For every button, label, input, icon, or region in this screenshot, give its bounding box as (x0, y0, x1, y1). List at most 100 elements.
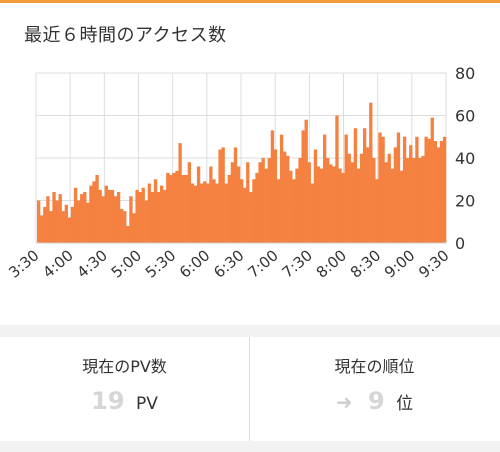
x-tick-label: 6:00 (176, 246, 213, 281)
chart-bar (338, 168, 342, 243)
chart-bar (344, 134, 348, 243)
chart-title: 最近６時間のアクセス数 (24, 25, 227, 46)
chart-bar (218, 149, 222, 243)
chart-bar (399, 170, 404, 243)
chart-bar (264, 168, 268, 243)
chart-bar (92, 181, 96, 243)
chart-bar (424, 136, 428, 243)
chart-bar (203, 181, 207, 243)
chart-bar (246, 162, 250, 243)
chart-bar (375, 179, 379, 243)
chart-bar (135, 189, 139, 243)
chart-bar (215, 183, 219, 243)
chart-bar (160, 185, 164, 243)
chart-bar (353, 128, 358, 243)
chart-bar (295, 168, 299, 243)
chart-bar (209, 166, 213, 243)
y-tick-label: 60 (455, 107, 475, 126)
x-tick-label: 5:30 (142, 246, 179, 281)
chart-bar (276, 179, 281, 243)
chart-bar (172, 172, 176, 243)
y-tick-label: 0 (455, 234, 465, 253)
chart-bar (418, 158, 422, 243)
chart-bar (123, 211, 127, 243)
chart-bar (267, 158, 271, 243)
chart-bar (163, 189, 167, 243)
chart-bar (190, 183, 195, 243)
x-tick-label: 3:30 (5, 246, 42, 281)
chart-bar (442, 136, 447, 243)
chart-bar (169, 175, 173, 243)
current-rank-value: ➜ 9 位 (250, 387, 499, 415)
top-accent-bar (0, 0, 500, 3)
chart-bar (150, 192, 155, 243)
chart-bar (362, 128, 367, 243)
chart-bar (381, 136, 385, 243)
chart-bar (372, 158, 376, 243)
chart-bar (359, 153, 364, 243)
chart-bar (255, 172, 259, 243)
chart-bar (55, 200, 59, 243)
chart-bar (166, 172, 170, 243)
x-tick-label: 4:30 (74, 246, 111, 281)
chart-bar (181, 175, 185, 243)
current-rank-label: 現在の順位 (334, 357, 415, 376)
chart-bar (332, 166, 336, 243)
chart-bar (292, 179, 296, 243)
x-tick-label: 8:00 (313, 246, 350, 281)
chart-bar (67, 217, 72, 243)
chart-bar (369, 102, 373, 243)
chart-bar (283, 151, 287, 243)
chart-bar (356, 168, 361, 243)
chart-bar (252, 179, 256, 243)
chart-bar (184, 175, 188, 243)
chart-bar (70, 206, 75, 243)
chart-bar (402, 136, 407, 243)
chart-bar (153, 179, 158, 243)
chart-bar (120, 209, 124, 243)
current-rank-number: 9 (368, 387, 385, 415)
chart-bar (95, 175, 99, 243)
y-tick-label: 40 (455, 149, 475, 168)
chart-bar (80, 194, 84, 243)
access-chart-card: 最近６時間のアクセス数 0 20 40 60 80 3:30 4:00 4:30 5:00 5:3… (0, 3, 500, 325)
chart-bar (113, 196, 118, 243)
current-pv-unit: PV (135, 394, 158, 414)
x-tick-label: 7:30 (279, 246, 316, 281)
chart-bar (322, 134, 327, 243)
chart-bar (206, 183, 210, 243)
chart-bar (141, 187, 145, 243)
chart-bar (289, 170, 293, 243)
chart-bar (193, 185, 198, 243)
current-pv-label: 現在のPV数 (82, 357, 167, 376)
chart-bar (261, 158, 265, 243)
chart-bar (436, 147, 441, 243)
chart-bar (107, 189, 112, 243)
chart-bar (46, 196, 50, 243)
chart-bar (178, 143, 182, 243)
x-tick-label: 7:00 (244, 246, 281, 281)
chart-bar (110, 189, 115, 243)
chart-bar (310, 183, 315, 243)
current-pv-panel: 現在のPV数 19 PV (0, 337, 249, 441)
chart-bar (147, 183, 152, 243)
section-divider (0, 325, 500, 337)
current-rank-panel: 現在の順位 ➜ 9 位 (250, 337, 499, 441)
x-tick-label: 8:30 (347, 246, 384, 281)
chart-bar (421, 155, 425, 243)
chart-bar (279, 134, 284, 243)
chart-bar (58, 194, 62, 243)
chart-bar (258, 162, 262, 243)
chart-bar (286, 155, 290, 243)
current-rank-unit: 位 (396, 394, 414, 414)
chart-bar (40, 215, 44, 243)
chart-bar (64, 204, 69, 243)
chart-bar (378, 132, 382, 243)
chart-bar (196, 166, 201, 243)
chart-bar (243, 187, 247, 243)
chart-bar (37, 200, 41, 243)
chart-bar (350, 162, 354, 243)
chart-bar (326, 158, 330, 243)
chart-bar (61, 211, 65, 243)
chart-bar (132, 213, 136, 243)
